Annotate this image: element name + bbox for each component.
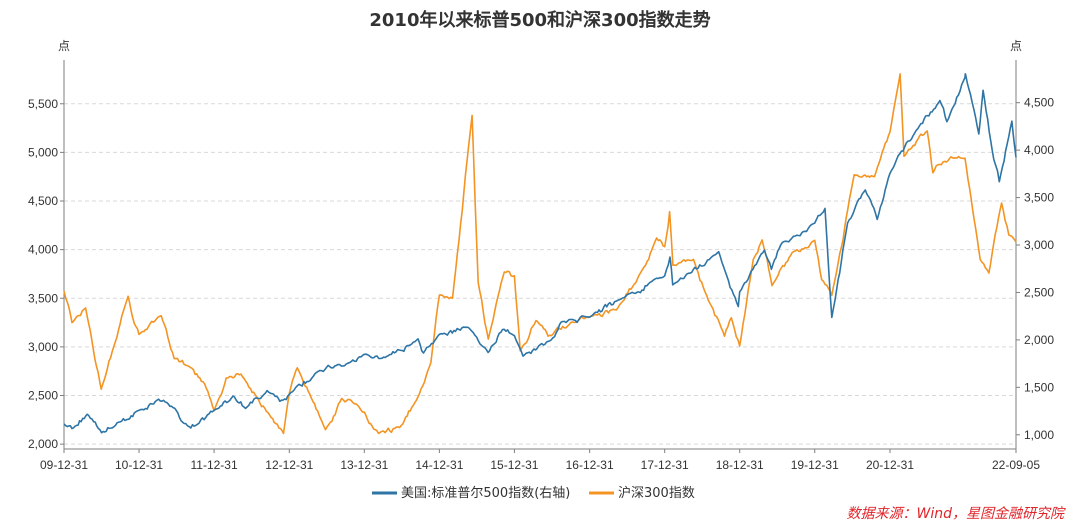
axes <box>63 60 1017 450</box>
x-tick-label-12: 22-09-05 <box>992 458 1040 472</box>
right-tick-label-1: 1,500 <box>1024 380 1054 394</box>
series-line-csi300 <box>63 73 1017 435</box>
legend-label-sp500: 美国:标准普尔500指数(右轴) <box>401 486 570 501</box>
left-tick-label-5: 4,500 <box>28 194 58 208</box>
right-axis-unit: 点 <box>1010 39 1022 53</box>
chart-title: 2010年以来标普500和沪深300指数走势 <box>369 9 710 31</box>
left-axis-unit: 点 <box>58 39 70 53</box>
left-tick-label-1: 2,500 <box>28 389 58 403</box>
right-tick-label-6: 4,000 <box>1024 143 1054 157</box>
right-tick-label-4: 3,000 <box>1024 238 1054 252</box>
left-tick-label-6: 5,000 <box>28 145 58 159</box>
x-tick-label-2: 11-12-31 <box>190 458 237 472</box>
left-tick-label-7: 5,500 <box>28 97 58 111</box>
series-lines <box>63 73 1017 435</box>
data-source: 数据来源：Wind，星图金融研究院 <box>847 506 1066 522</box>
x-tick-label-7: 16-12-31 <box>566 458 614 472</box>
x-tick-label-4: 13-12-31 <box>340 458 388 472</box>
left-axis-ticks: 2,000 2,500 3,000 3,500 4,000 4,500 5,000 5,500 <box>28 97 64 451</box>
gridlines <box>64 103 1016 445</box>
right-tick-label-5: 3,500 <box>1024 191 1054 205</box>
left-tick-label-0: 2,000 <box>28 437 58 451</box>
right-tick-label-3: 2,500 <box>1024 285 1054 299</box>
legend-label-csi300: 沪深300指数 <box>618 485 695 501</box>
x-tick-label-1: 10-12-31 <box>115 458 163 472</box>
x-tick-label-0: 09-12-31 <box>40 458 88 472</box>
x-tick-label-3: 12-12-31 <box>265 458 313 472</box>
x-tick-label-11: 20-12-31 <box>866 458 914 472</box>
right-axis-ticks: 1,000 1,500 2,000 2,500 3,000 3,500 4,000 4,500 <box>1016 96 1054 442</box>
right-tick-label-7: 4,500 <box>1024 96 1054 110</box>
x-tick-label-8: 17-12-31 <box>641 458 689 472</box>
right-tick-label-0: 1,000 <box>1024 428 1054 442</box>
left-tick-label-4: 4,000 <box>28 243 58 257</box>
x-tick-label-10: 19-12-31 <box>791 458 839 472</box>
x-axis-ticks: 09-12-31 10-12-31 11-12-31 12-12-31 13-12-31… <box>40 449 1040 472</box>
right-tick-label-2: 2,000 <box>1024 333 1054 347</box>
x-tick-label-9: 18-12-31 <box>716 458 764 472</box>
x-tick-label-6: 15-12-31 <box>490 458 538 472</box>
left-tick-label-3: 3,500 <box>28 291 58 305</box>
x-tick-label-5: 14-12-31 <box>415 458 463 472</box>
legend: 美国:标准普尔500指数(右轴) 沪深300指数 <box>372 485 695 501</box>
series-line-sp500 <box>63 73 1017 434</box>
left-tick-label-2: 3,000 <box>28 340 58 354</box>
